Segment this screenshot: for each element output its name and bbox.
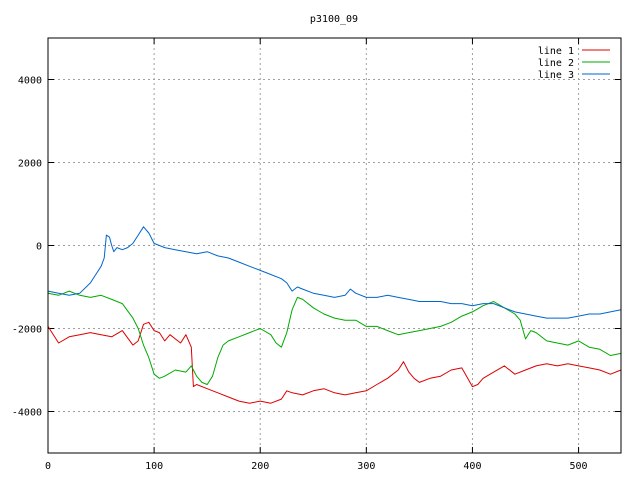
x-tick-label: 100 [145, 461, 163, 472]
plot-frame [47, 37, 622, 454]
x-tick-label: 200 [251, 461, 269, 472]
series-line-1 [47, 321, 622, 404]
x-tick-label: 300 [357, 461, 375, 472]
y-tick-label: 0 [36, 242, 42, 253]
chart-title: p3100_09 [310, 14, 358, 25]
series-layer [47, 226, 622, 404]
x-tick-label: 0 [45, 461, 51, 472]
y-tick-label: -4000 [12, 408, 42, 419]
grid [48, 38, 621, 453]
y-tick-label: 4000 [18, 76, 42, 87]
legend-label-1: line 1 [538, 46, 574, 57]
series-line-2 [47, 290, 622, 385]
y-tick-label: -2000 [12, 325, 42, 336]
series-line-3 [47, 226, 622, 319]
legend-label-3: line 3 [538, 70, 574, 81]
y-tick-label: 2000 [18, 159, 42, 170]
axes: 0 100 200 300 400 500 -4000 -2000 0 2000 4000 [12, 38, 621, 472]
x-tick-label: 500 [570, 461, 588, 472]
x-tick-label: 400 [463, 461, 481, 472]
legend-label-2: line 2 [538, 58, 574, 69]
